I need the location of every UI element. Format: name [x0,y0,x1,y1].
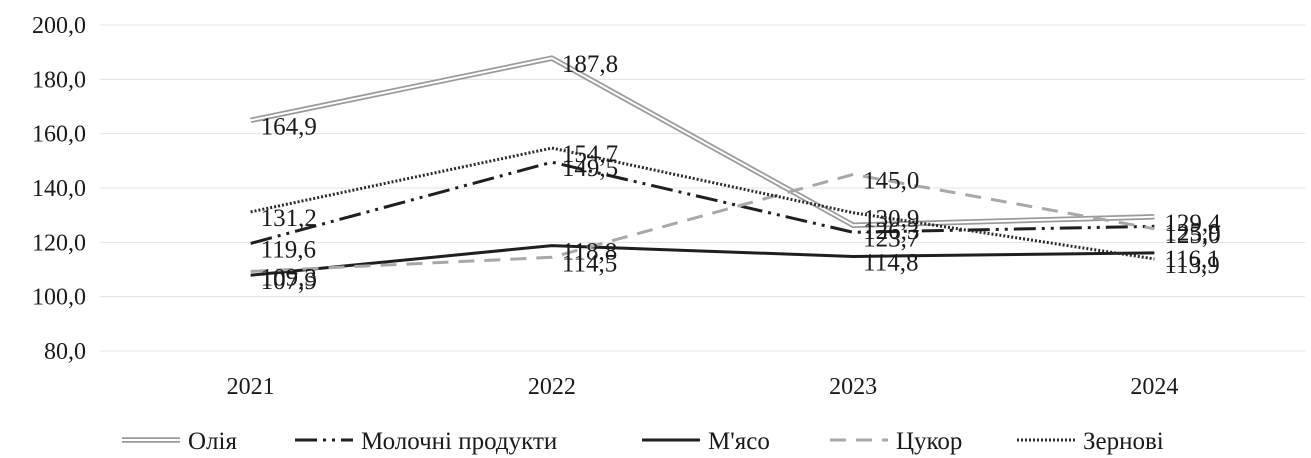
data-label: 119,6 [261,236,316,263]
gridlines [100,24,1305,352]
data-label: 114,8 [863,249,918,276]
series-line-inner [250,57,1155,227]
x-axis-tick-labels: 2021 2022 2023 2024 [227,374,1179,400]
data-label: 149,5 [562,155,618,182]
data-label: 131,2 [261,205,317,232]
series-lines [250,55,1155,277]
series-line [250,244,1155,277]
data-label: 113,9 [1164,252,1219,279]
y-tick-label: 200,0 [32,13,86,39]
y-tick-label: 140,0 [32,176,86,202]
x-tick-label: 2022 [528,374,576,400]
data-label: 109,3 [261,264,317,291]
legend-label: Зернові [1083,428,1164,455]
data-label: 126,3 [863,218,919,245]
data-labels: 164,9 187,8 126,3 129,4 119,6 149,5 123,7 125,9… [261,51,1222,295]
legend-label: Олія [188,428,237,455]
x-tick-label: 2023 [829,374,877,400]
legend: Олія Молочні продукти М'ясо Цукор Зернові [122,428,1164,455]
data-label: 107,9 [261,268,317,295]
y-tick-label: 80,0 [44,339,86,365]
data-label: 123,7 [863,225,919,252]
data-label: 130,9 [863,206,919,233]
y-axis-tick-labels: 80,0 100,0 120,0 140,0 160,0 180,0 200,0 [32,13,86,365]
legend-label: Цукор [896,428,962,455]
data-label: 129,4 [1164,210,1221,237]
x-tick-label: 2024 [1130,374,1178,400]
data-label: 118,8 [562,239,617,266]
data-label: 116,1 [1164,246,1219,273]
x-tick-label: 2021 [227,374,275,400]
legend-label: Молочні продукти [361,428,557,455]
data-label: 125,0 [1164,222,1220,249]
legend-label: М'ясо [708,428,770,455]
data-label: 164,9 [261,113,317,140]
series-line [250,146,1155,261]
data-label: 154,7 [562,141,618,168]
data-label: 187,8 [562,51,618,78]
y-tick-label: 180,0 [32,67,86,93]
data-label: 145,0 [863,167,919,194]
data-label: 125,9 [1164,219,1220,246]
y-tick-label: 120,0 [32,230,86,256]
series-line [250,160,1155,245]
y-tick-label: 160,0 [32,122,86,148]
series-line [250,172,1155,273]
y-tick-label: 100,0 [32,285,86,311]
data-label: 114,5 [562,250,617,277]
